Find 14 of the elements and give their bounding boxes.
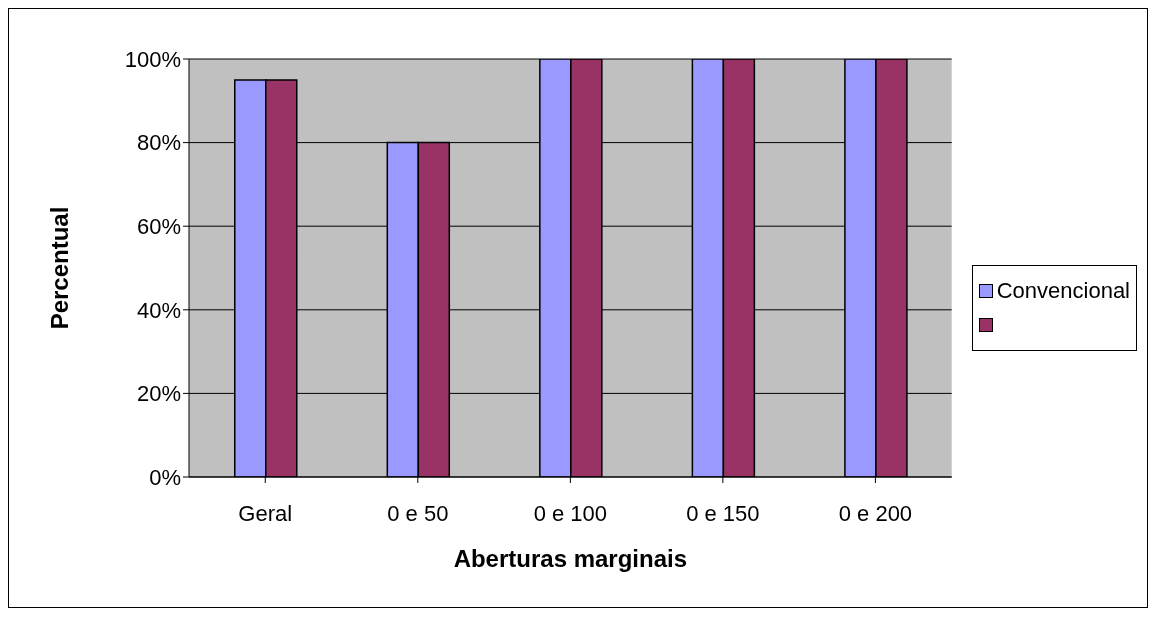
y-tick-label: 20% [136, 381, 181, 407]
x-axis-title: Aberturas marginais [453, 545, 688, 572]
y-tick-label: 100% [124, 46, 181, 72]
y-tick-label: 60% [136, 214, 181, 240]
y-tick-label: 0% [149, 464, 181, 490]
x-tick-label: 0 e 150 [686, 500, 760, 526]
x-tick-label: 0 e 50 [387, 500, 449, 526]
x-tick-label: 0 e 200 [838, 500, 913, 526]
x-tick-label: Geral [238, 500, 293, 526]
y-tick-label: 40% [136, 297, 181, 323]
x-tick-label: 0 e 100 [533, 500, 608, 526]
legend-label: Convencional [996, 278, 1130, 304]
y-axis-title: Percentual [45, 206, 73, 330]
y-tick-label: 80% [136, 130, 181, 156]
